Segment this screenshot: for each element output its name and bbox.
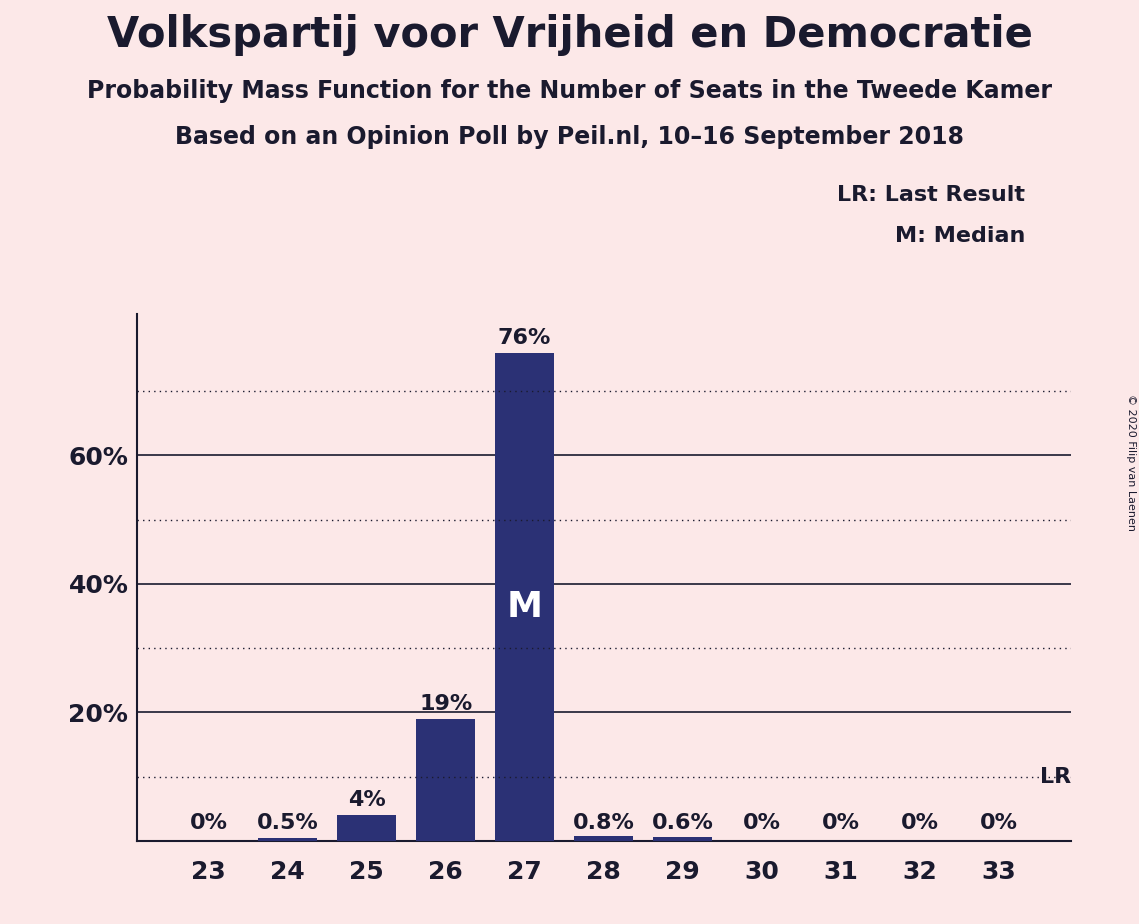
Text: 0.5%: 0.5%	[257, 813, 319, 833]
Bar	[574, 835, 633, 841]
Bar	[416, 719, 475, 841]
Text: Based on an Opinion Poll by Peil.nl, 10–16 September 2018: Based on an Opinion Poll by Peil.nl, 10–…	[175, 125, 964, 149]
Text: LR: LR	[1040, 767, 1071, 786]
Text: 0%: 0%	[190, 813, 228, 833]
Text: 0.6%: 0.6%	[652, 813, 714, 833]
Text: M: M	[507, 590, 542, 624]
Bar	[259, 838, 318, 841]
Text: 0.8%: 0.8%	[573, 813, 634, 833]
Text: Volkspartij voor Vrijheid en Democratie: Volkspartij voor Vrijheid en Democratie	[107, 14, 1032, 55]
Text: 19%: 19%	[419, 694, 473, 713]
Bar	[495, 353, 555, 841]
Text: 76%: 76%	[498, 328, 551, 347]
Text: © 2020 Filip van Laenen: © 2020 Filip van Laenen	[1126, 394, 1136, 530]
Text: 0%: 0%	[980, 813, 1017, 833]
Text: Probability Mass Function for the Number of Seats in the Tweede Kamer: Probability Mass Function for the Number…	[87, 79, 1052, 103]
Text: 0%: 0%	[743, 813, 780, 833]
Text: 0%: 0%	[901, 813, 939, 833]
Bar	[337, 815, 396, 841]
Text: M: Median: M: Median	[895, 226, 1025, 247]
Text: 0%: 0%	[821, 813, 860, 833]
Text: LR: Last Result: LR: Last Result	[837, 185, 1025, 205]
Bar	[653, 837, 712, 841]
Text: 4%: 4%	[347, 790, 386, 810]
